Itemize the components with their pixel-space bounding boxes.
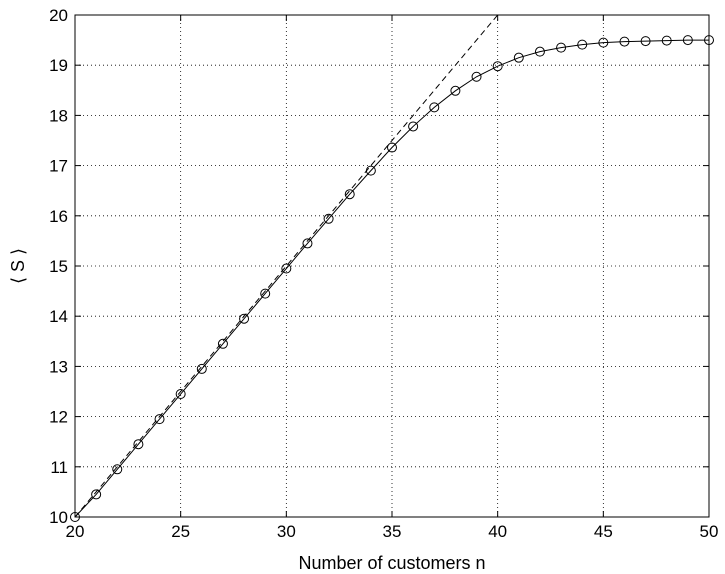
data-point-marker-21 bbox=[513, 52, 524, 63]
x-axis-title: Number of customers n bbox=[298, 553, 485, 573]
data-point-marker-17 bbox=[429, 102, 440, 113]
data-point-marker-26 bbox=[619, 36, 630, 47]
data-point-marker-10 bbox=[281, 263, 292, 274]
data-point-marker-22 bbox=[534, 46, 545, 57]
data-point-marker-9 bbox=[260, 288, 271, 299]
y-tick-label-4: 14 bbox=[49, 307, 68, 326]
data-point-marker-24 bbox=[577, 39, 588, 50]
data-point-marker-25 bbox=[598, 37, 609, 48]
y-tick-label-10: 20 bbox=[49, 6, 68, 25]
data-point-marker-16 bbox=[408, 121, 419, 132]
data-point-marker-4 bbox=[154, 414, 165, 425]
grid bbox=[75, 15, 709, 517]
x-tick-label-1: 25 bbox=[171, 522, 190, 541]
data-point-marker-5 bbox=[175, 389, 186, 400]
data-point-marker-23 bbox=[556, 42, 567, 53]
x-tick-label-2: 30 bbox=[277, 522, 296, 541]
data-point-marker-15 bbox=[387, 142, 397, 153]
y-tick-label-1: 11 bbox=[50, 458, 68, 477]
data-point-marker-8 bbox=[239, 313, 250, 324]
x-tick-label-6: 50 bbox=[700, 522, 719, 541]
y-axis-title: ⟨ S ⟩ bbox=[8, 248, 28, 284]
data-point-marker-6 bbox=[196, 363, 207, 374]
series-layer bbox=[70, 14, 714, 522]
solid-series-line bbox=[74, 39, 709, 518]
y-tick-label-0: 10 bbox=[49, 508, 68, 527]
y-tick-label-3: 13 bbox=[49, 357, 68, 376]
data-point-marker-18 bbox=[450, 85, 461, 96]
y-tick-label-9: 19 bbox=[49, 56, 68, 75]
y-tick-label-8: 18 bbox=[49, 106, 68, 125]
data-point-marker-20 bbox=[492, 61, 503, 72]
data-point-marker-2 bbox=[112, 464, 123, 475]
y-tick-label-7: 17 bbox=[49, 157, 68, 176]
x-tick-label-4: 40 bbox=[488, 522, 507, 541]
data-point-marker-28 bbox=[661, 35, 672, 46]
data-point-marker-3 bbox=[133, 439, 144, 450]
data-point-marker-29 bbox=[682, 35, 693, 46]
y-tick-label-6: 16 bbox=[49, 207, 68, 226]
data-point-marker-1 bbox=[91, 489, 102, 500]
data-point-marker-11 bbox=[302, 238, 313, 249]
data-point-marker-27 bbox=[640, 36, 651, 47]
x-tick-label-0: 20 bbox=[66, 522, 85, 541]
ticks-layer: 20 25 30 35 40 45 50 10 11 12 13 14 15 16 17 18 19 20 bbox=[49, 6, 718, 541]
y-tick-label-2: 12 bbox=[49, 408, 68, 427]
x-tick-label-3: 35 bbox=[383, 522, 402, 541]
x-tick-label-5: 45 bbox=[594, 522, 613, 541]
y-tick-label-5: 15 bbox=[49, 257, 68, 276]
data-point-marker-7 bbox=[217, 338, 228, 349]
data-point-marker-13 bbox=[344, 189, 355, 200]
data-point-marker-12 bbox=[323, 213, 334, 224]
data-point-marker-19 bbox=[471, 71, 482, 82]
